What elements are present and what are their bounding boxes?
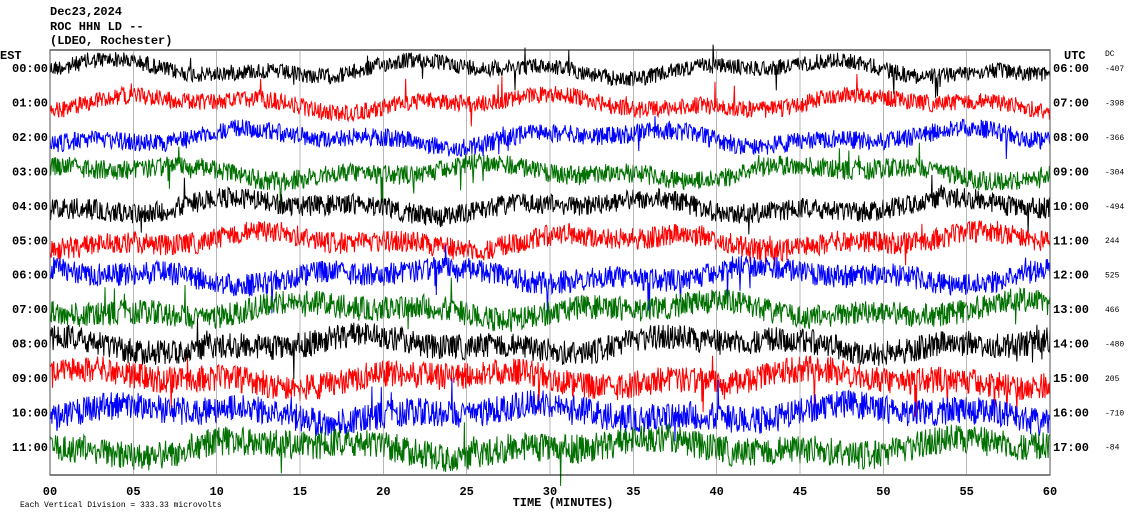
dc-label: 205 xyxy=(1105,375,1120,384)
est-label: 08:00 xyxy=(12,338,48,352)
dc-label: -407 xyxy=(1105,65,1124,74)
title-line: ROC HHN LD -- xyxy=(50,20,144,34)
right-axis-title: UTC xyxy=(1064,49,1086,63)
x-tick-label: 55 xyxy=(959,485,973,499)
dc-label: -398 xyxy=(1105,100,1124,109)
est-label: 00:00 xyxy=(12,62,48,76)
utc-label: 13:00 xyxy=(1053,303,1089,317)
dc-label: -480 xyxy=(1105,340,1124,349)
utc-label: 06:00 xyxy=(1053,62,1089,76)
x-tick-label: 30 xyxy=(543,485,557,499)
est-label: 04:00 xyxy=(12,200,48,214)
est-label: 09:00 xyxy=(12,372,48,386)
title-line: Dec23,2024 xyxy=(50,5,122,19)
x-tick-label: 40 xyxy=(709,485,723,499)
x-tick-label: 60 xyxy=(1043,485,1057,499)
utc-label: 17:00 xyxy=(1053,441,1089,455)
est-label: 02:00 xyxy=(12,131,48,145)
dc-label: -494 xyxy=(1105,203,1124,212)
utc-label: 09:00 xyxy=(1053,165,1089,179)
dc-label: -366 xyxy=(1105,134,1124,143)
utc-label: 07:00 xyxy=(1053,97,1089,111)
dc-label: 244 xyxy=(1105,237,1120,246)
x-tick-label: 05 xyxy=(126,485,140,499)
dc-label: -304 xyxy=(1105,168,1124,177)
dc-label: -710 xyxy=(1105,409,1124,418)
x-tick-label: 25 xyxy=(459,485,473,499)
est-label: 01:00 xyxy=(12,97,48,111)
utc-label: 14:00 xyxy=(1053,338,1089,352)
x-tick-label: 15 xyxy=(293,485,307,499)
dc-label: 525 xyxy=(1105,272,1120,281)
x-tick-label: 50 xyxy=(876,485,890,499)
utc-label: 15:00 xyxy=(1053,372,1089,386)
footnote: Each Vertical Division = 333.33 microvol… xyxy=(20,501,222,510)
utc-label: 10:00 xyxy=(1053,200,1089,214)
left-axis-title: EST xyxy=(0,49,22,63)
utc-label: 16:00 xyxy=(1053,406,1089,420)
x-tick-label: 45 xyxy=(793,485,807,499)
est-label: 03:00 xyxy=(12,165,48,179)
utc-label: 12:00 xyxy=(1053,269,1089,283)
x-tick-label: 10 xyxy=(209,485,223,499)
dc-label: 466 xyxy=(1105,306,1120,315)
est-label: 06:00 xyxy=(12,269,48,283)
est-label: 10:00 xyxy=(12,406,48,420)
est-label: 11:00 xyxy=(12,441,48,455)
utc-label: 08:00 xyxy=(1053,131,1089,145)
x-axis-title: TIME (MINUTES) xyxy=(513,496,614,510)
dc-label: -84 xyxy=(1105,444,1120,453)
utc-label: 11:00 xyxy=(1053,234,1089,248)
title-line: (LDEO, Rochester) xyxy=(50,34,172,48)
x-tick-label: 35 xyxy=(626,485,640,499)
x-tick-label: 00 xyxy=(43,485,57,499)
x-tick-label: 20 xyxy=(376,485,390,499)
dc-title: DC xyxy=(1105,50,1115,59)
est-label: 07:00 xyxy=(12,303,48,317)
est-label: 05:00 xyxy=(12,234,48,248)
